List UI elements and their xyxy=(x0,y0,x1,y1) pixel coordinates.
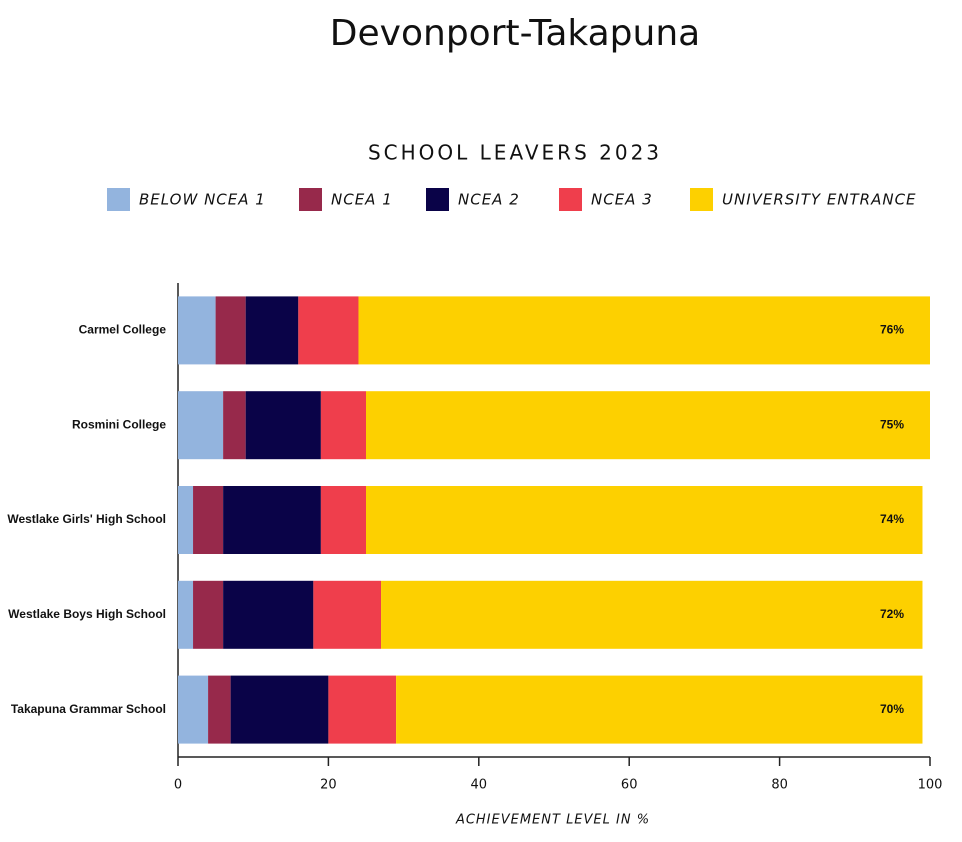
legend-swatch xyxy=(299,188,322,211)
bar-segment xyxy=(215,296,246,365)
x-tick-label: 60 xyxy=(621,778,638,793)
y-tick-label: Westlake Girls' High School xyxy=(7,512,166,526)
chart-title: Devonport-Takapuna xyxy=(330,13,700,54)
bar-segment xyxy=(328,675,397,744)
value-label: 75% xyxy=(880,417,904,431)
y-tick-label: Westlake Boys High School xyxy=(8,607,166,621)
y-tick-label: Rosmini College xyxy=(72,417,166,431)
bar-segment xyxy=(223,580,314,649)
bar-segment xyxy=(245,296,299,365)
bar-segment xyxy=(366,391,930,460)
y-tick-label: Carmel College xyxy=(79,323,167,337)
bar-segment xyxy=(193,580,224,649)
bar-segment xyxy=(178,580,194,649)
legend-swatch xyxy=(690,188,713,211)
bar-segment xyxy=(298,296,359,365)
legend-label: BELOW NCEA 1 xyxy=(139,191,266,209)
legend-label: UNIVERSITY ENTRANCE xyxy=(722,191,917,209)
bar-segment xyxy=(178,675,209,744)
bar-segment xyxy=(366,486,923,554)
y-tick-label: Takapuna Grammar School xyxy=(11,702,166,716)
legend-label: NCEA 2 xyxy=(458,191,520,209)
value-label: 70% xyxy=(880,702,904,716)
legend-swatch xyxy=(107,188,130,211)
value-label: 74% xyxy=(880,512,904,526)
bar-segment xyxy=(193,486,224,554)
value-label: 72% xyxy=(880,607,904,621)
bar-segment xyxy=(223,486,321,554)
bar-segment xyxy=(178,486,194,554)
x-tick-label: 100 xyxy=(918,778,943,793)
bar-segment xyxy=(245,391,321,460)
bar-segment xyxy=(320,391,366,460)
bar-segment xyxy=(381,580,923,649)
legend-label: NCEA 1 xyxy=(331,191,393,209)
chart-subtitle: SCHOOL LEAVERS 2023 xyxy=(368,141,662,165)
bar-segment xyxy=(178,391,224,460)
x-tick-label: 80 xyxy=(771,778,788,793)
bar-segment xyxy=(320,486,366,554)
x-axis-label: ACHIEVEMENT LEVEL IN % xyxy=(455,813,650,828)
x-tick-label: 40 xyxy=(471,778,488,793)
x-tick-label: 20 xyxy=(320,778,337,793)
legend-label: NCEA 3 xyxy=(591,191,653,209)
value-label: 76% xyxy=(880,323,904,337)
bar-segment xyxy=(396,675,923,744)
bar-segment xyxy=(208,675,231,744)
bar-segment xyxy=(358,296,931,365)
legend-swatch xyxy=(426,188,449,211)
bar-segment xyxy=(313,580,382,649)
bar-segment xyxy=(230,675,329,744)
bar-segment xyxy=(223,391,246,460)
legend-swatch xyxy=(559,188,582,211)
bar-segment xyxy=(178,296,216,365)
x-tick-label: 0 xyxy=(174,778,182,793)
